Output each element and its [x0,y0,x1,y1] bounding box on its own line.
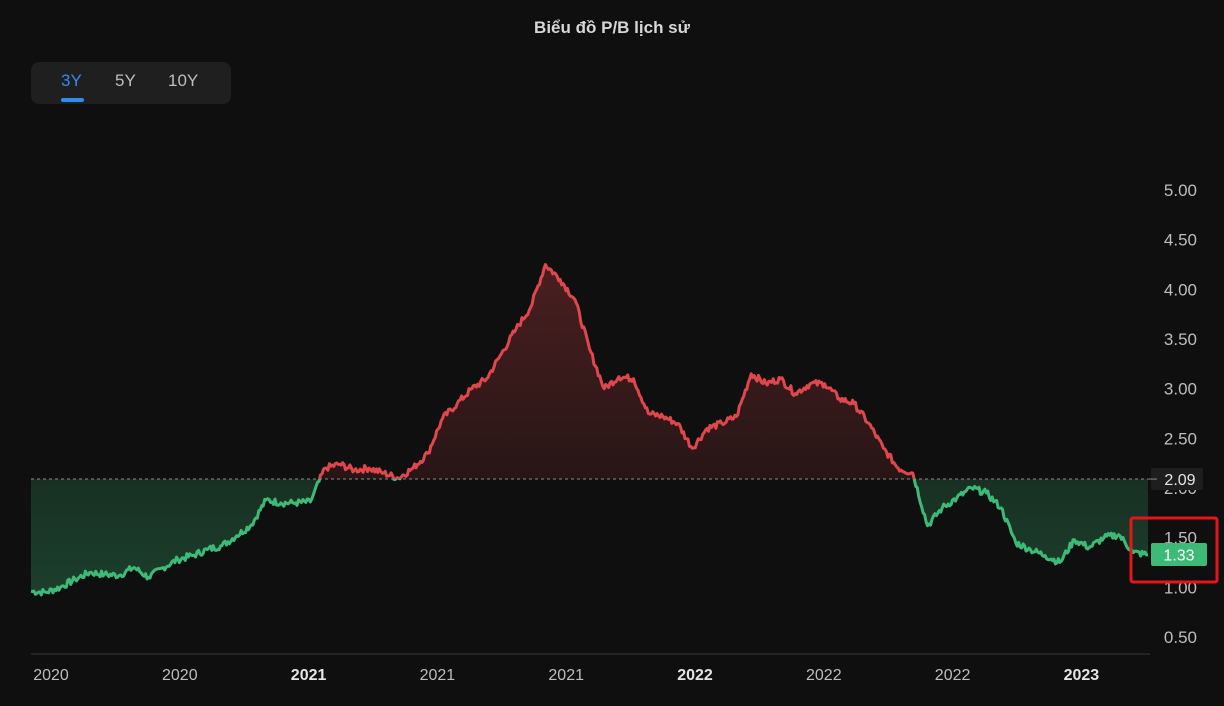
x-tick-label: 2020 [33,667,69,684]
x-tick-label: 2021 [548,667,584,684]
above-average-area [319,264,915,480]
x-axis: 2020 2020 2021 2021 2021 2022 2022 2022 2023 [33,667,1099,684]
y-tick-label: 4.50 [1164,231,1197,250]
x-tick-label: 2020 [162,667,198,684]
x-tick-label: 2022 [935,667,971,684]
y-tick-label: 4.00 [1164,280,1197,299]
y-tick-label: 3.00 [1164,380,1197,399]
x-tick-label: 2022 [677,667,713,684]
average-badge: 2.09 [1150,468,1203,491]
range-tab-10y[interactable]: 10Y [168,71,199,90]
y-tick-label: 0.50 [1164,628,1197,647]
active-tab-indicator [61,98,84,102]
y-tick-label: 1.50 [1164,529,1197,548]
x-tick-label: 2021 [291,667,327,684]
x-tick-label: 2023 [1064,667,1100,684]
y-tick-label: 2.50 [1164,429,1197,448]
average-value-label: 2.09 [1164,472,1195,489]
range-tab-3y[interactable]: 3Y [61,71,82,90]
current-value-badge: 1.33 [1151,543,1207,567]
chart-title: Biểu đồ P/B lịch sử [534,18,690,37]
below-average-area [31,479,1148,595]
highlight-box [1129,516,1219,584]
current-value-label: 1.33 [1163,548,1194,565]
series-line-above-average [318,263,916,480]
series-line-below-average [30,479,1149,597]
range-tab-5y[interactable]: 5Y [115,71,136,90]
y-tick-label: 5.00 [1164,181,1197,200]
x-tick-label: 2021 [420,667,456,684]
y-tick-label: 3.50 [1164,330,1197,349]
y-axis: 5.004.504.003.503.002.502.001.501.000.50 [1164,181,1197,647]
range-selector: 3Y 5Y 10Y [31,62,231,104]
x-tick-label: 2022 [806,667,842,684]
